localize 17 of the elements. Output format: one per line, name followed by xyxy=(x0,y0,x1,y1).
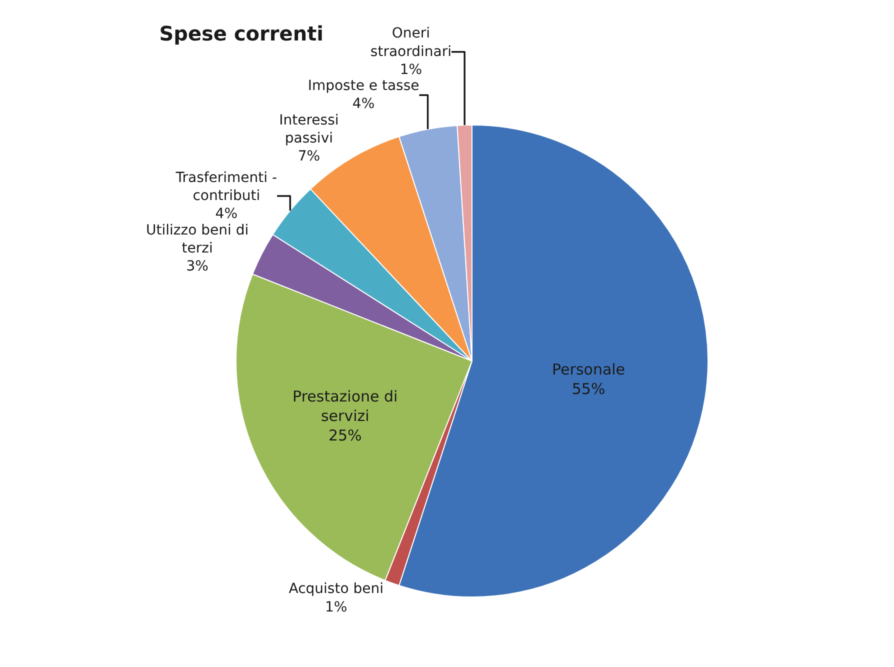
data-label: 3% xyxy=(186,258,208,275)
slice-label: Oneri straordinari xyxy=(370,26,452,60)
data-label: 4% xyxy=(352,96,375,112)
data-label: 1% xyxy=(400,62,422,78)
data-label: 4% xyxy=(215,206,238,222)
slice-label: Imposte e tasse xyxy=(308,78,420,94)
data-label: 7% xyxy=(298,148,320,165)
data-label: 55% xyxy=(572,380,606,398)
slice-label: Acquisto beni xyxy=(288,581,384,598)
slice-label: Utilizzo beni di terzi xyxy=(146,222,249,256)
slice-label: Trasferimenti - contributi xyxy=(174,170,278,204)
slice-label: Interessi passivi xyxy=(279,112,339,146)
data-label: 1% xyxy=(325,599,348,616)
slice-label: Personale xyxy=(552,360,626,379)
data-label: 25% xyxy=(328,426,362,444)
slice-label: Prestazione di servizi xyxy=(292,387,398,425)
chart-title: Spese correnti xyxy=(159,22,324,46)
